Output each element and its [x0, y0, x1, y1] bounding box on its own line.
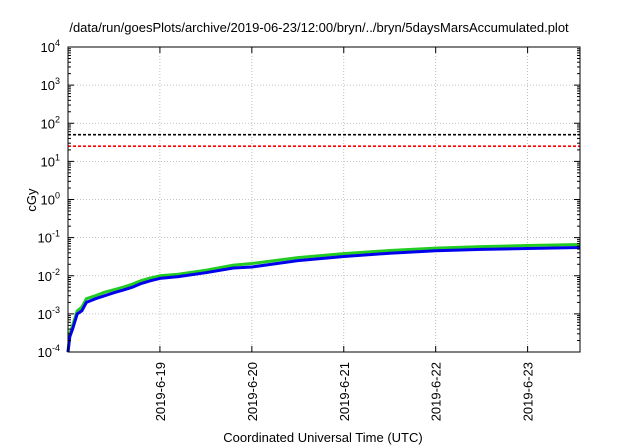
x-tick-label: 2019-6-20 [245, 362, 260, 421]
x-axis-label: Coordinated Universal Time (UTC) [223, 430, 422, 445]
y-tick-label: 101 [41, 152, 60, 169]
data-series-line [66, 246, 581, 353]
y-tick-label: 10-3 [38, 305, 60, 322]
y-tick-exponent: 4 [55, 38, 60, 48]
y-axis-label: cGy [24, 188, 39, 212]
chart-title: /data/run/goesPlots/archive/2019-06-23/1… [69, 20, 569, 35]
data-series-line [66, 243, 581, 353]
y-tick-exponent: -1 [52, 229, 60, 239]
y-tick-exponent: -2 [52, 267, 60, 277]
x-tick-label: 2019-6-19 [153, 362, 168, 421]
y-tick-label: 103 [41, 76, 60, 93]
series-group [66, 243, 581, 353]
y-tick-exponent: -4 [52, 343, 60, 353]
y-tick-label: 102 [41, 114, 60, 131]
reference-lines [68, 133, 580, 148]
y-tick-label: 10-4 [38, 343, 60, 360]
y-tick-exponent: 3 [55, 76, 60, 86]
y-tick-label: 104 [41, 38, 60, 55]
y-tick-label: 10-1 [38, 229, 60, 246]
x-axis: 2019-6-19 2019-6-20 2019-6-21 2019-6-22 2019… [153, 47, 536, 421]
y-tick-label: 10-2 [38, 267, 60, 284]
y-tick-exponent: 1 [55, 152, 60, 162]
x-tick-label: 2019-6-21 [337, 362, 352, 421]
grid [68, 47, 580, 352]
x-tick-label: 2019-6-22 [429, 362, 444, 421]
y-tick-exponent: 0 [55, 191, 60, 201]
y-tick-exponent: -3 [52, 305, 60, 315]
x-tick-label: 2019-6-23 [521, 362, 536, 421]
y-tick-exponent: 2 [55, 114, 60, 124]
y-tick-label: 100 [41, 191, 60, 208]
